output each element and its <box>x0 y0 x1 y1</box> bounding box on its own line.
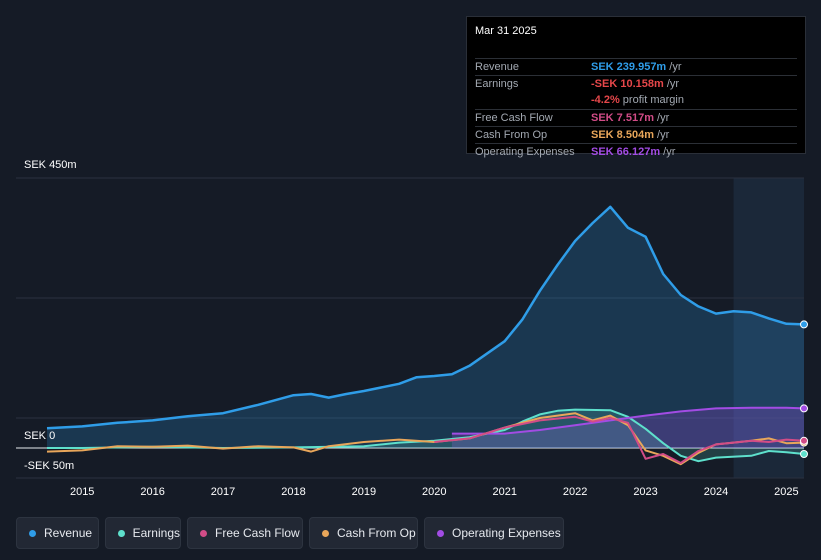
legend-dot-icon <box>29 529 36 537</box>
tooltip-row-value: SEK 66.127m /yr <box>591 146 676 158</box>
y-tick-bottom: -SEK 50m <box>24 460 75 472</box>
x-tick-label: 2020 <box>422 486 446 498</box>
x-tick-label: 2016 <box>140 486 164 498</box>
tooltip-row-label: Cash From Op <box>475 129 548 141</box>
legend-dot-icon <box>118 529 125 537</box>
tooltip-row-label: Free Cash Flow <box>475 112 553 124</box>
legend-item-operating-expenses[interactable]: Operating Expenses <box>424 517 564 549</box>
legend-item-revenue[interactable]: Revenue <box>16 517 99 549</box>
x-tick-label: 2015 <box>70 486 94 498</box>
tooltip-row-label: Revenue <box>475 61 520 73</box>
tooltip-row: Free Cash Flow SEK 7.517m /yr <box>475 109 797 127</box>
y-tick-top: SEK 450m <box>24 159 77 171</box>
tooltip-row-value: -SEK 10.158m /yr <box>591 78 680 90</box>
line-free-cash-flow <box>434 415 805 464</box>
line-operating-expenses <box>451 406 805 435</box>
legend-label: Free Cash Flow <box>215 526 300 540</box>
tooltip-row-value: SEK 7.517m /yr <box>591 112 670 124</box>
tooltip-row-value: SEK 8.504m /yr <box>591 129 670 141</box>
x-tick-label: 2022 <box>563 486 587 498</box>
legend-item-earnings[interactable]: Earnings <box>105 517 181 549</box>
series-layer <box>46 205 808 466</box>
tooltip-row-label: Operating Expenses <box>475 146 575 158</box>
end-point-operating-expenses <box>800 404 808 413</box>
end-point-revenue <box>800 320 808 329</box>
area-operating-expenses <box>451 407 804 448</box>
line-revenue <box>46 205 805 430</box>
forecast-region <box>733 178 804 478</box>
x-tick-label: 2021 <box>492 486 516 498</box>
x-axis: 2015 2016 2017 2018 2019 2020 2021 2022 2023 2024… <box>70 486 799 498</box>
legend-dot-icon <box>322 529 329 537</box>
legend-label: Operating Expenses <box>452 526 561 540</box>
tooltip-row: Earnings -SEK 10.158m /yr <box>475 75 797 93</box>
legend-dot-icon <box>437 529 444 537</box>
legend-item-cash-from-op[interactable]: Cash From Op <box>309 517 418 549</box>
x-tick-label: 2025 <box>774 486 798 498</box>
legend-label: Revenue <box>44 526 93 540</box>
legend-dot-icon <box>200 529 207 537</box>
tooltip-row: -4.2% profit margin <box>475 92 797 109</box>
end-point-free-cash-flow <box>800 436 808 445</box>
tooltip-row-label: Earnings <box>475 78 519 90</box>
end-point-earnings <box>800 450 808 458</box>
tooltip-date: Mar 31 2025 <box>475 25 537 37</box>
x-tick-label: 2023 <box>633 486 657 498</box>
area-revenue <box>47 206 804 448</box>
tooltip-row: Operating Expenses SEK 66.127m /yr <box>475 143 797 161</box>
x-tick-label: 2019 <box>352 486 376 498</box>
tooltip-row: Cash From Op SEK 8.504m /yr <box>475 126 797 144</box>
x-tick-label: 2018 <box>281 486 305 498</box>
x-tick-label: 2017 <box>211 486 235 498</box>
y-tick-zero: SEK 0 <box>24 430 56 442</box>
tooltip-row-value: -4.2% profit margin <box>591 94 684 106</box>
grid-lines <box>16 177 804 479</box>
area-earnings <box>47 409 804 462</box>
tooltip-row: Revenue SEK 239.957m /yr <box>475 58 797 76</box>
legend-label: Earnings <box>132 526 180 540</box>
x-tick-label: 2024 <box>704 486 728 498</box>
legend-label: Cash From Op <box>337 526 416 540</box>
legend-item-free-cash-flow[interactable]: Free Cash Flow <box>187 517 303 549</box>
tooltip: Mar 31 2025 Revenue SEK 239.957m /yr Earni… <box>466 16 806 158</box>
tooltip-row-value: SEK 239.957m /yr <box>591 61 682 73</box>
